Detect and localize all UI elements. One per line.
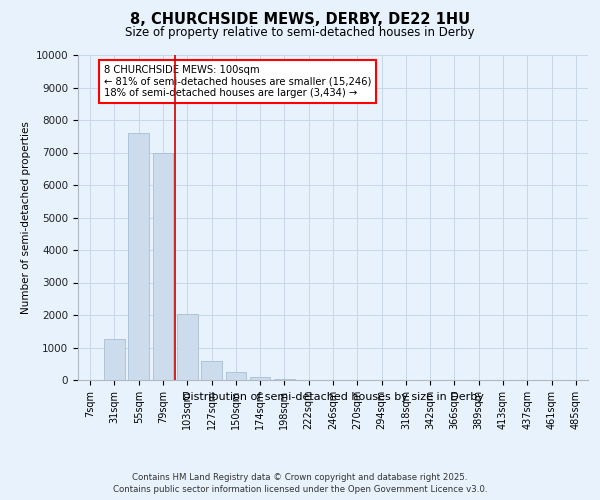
Text: Distribution of semi-detached houses by size in Derby: Distribution of semi-detached houses by … bbox=[182, 392, 484, 402]
Text: 8 CHURCHSIDE MEWS: 100sqm
← 81% of semi-detached houses are smaller (15,246)
18%: 8 CHURCHSIDE MEWS: 100sqm ← 81% of semi-… bbox=[104, 64, 371, 98]
Y-axis label: Number of semi-detached properties: Number of semi-detached properties bbox=[22, 121, 31, 314]
Bar bbox=[104, 340, 125, 380]
Bar bbox=[177, 314, 197, 380]
Bar bbox=[201, 361, 222, 380]
Text: Size of property relative to semi-detached houses in Derby: Size of property relative to semi-detach… bbox=[125, 26, 475, 39]
Text: Contains HM Land Registry data © Crown copyright and database right 2025.: Contains HM Land Registry data © Crown c… bbox=[132, 472, 468, 482]
Bar bbox=[128, 133, 149, 380]
Bar bbox=[250, 377, 271, 380]
Text: Contains public sector information licensed under the Open Government Licence v3: Contains public sector information licen… bbox=[113, 485, 487, 494]
Bar bbox=[274, 379, 295, 380]
Bar bbox=[226, 372, 246, 380]
Bar bbox=[152, 152, 173, 380]
Text: 8, CHURCHSIDE MEWS, DERBY, DE22 1HU: 8, CHURCHSIDE MEWS, DERBY, DE22 1HU bbox=[130, 12, 470, 28]
